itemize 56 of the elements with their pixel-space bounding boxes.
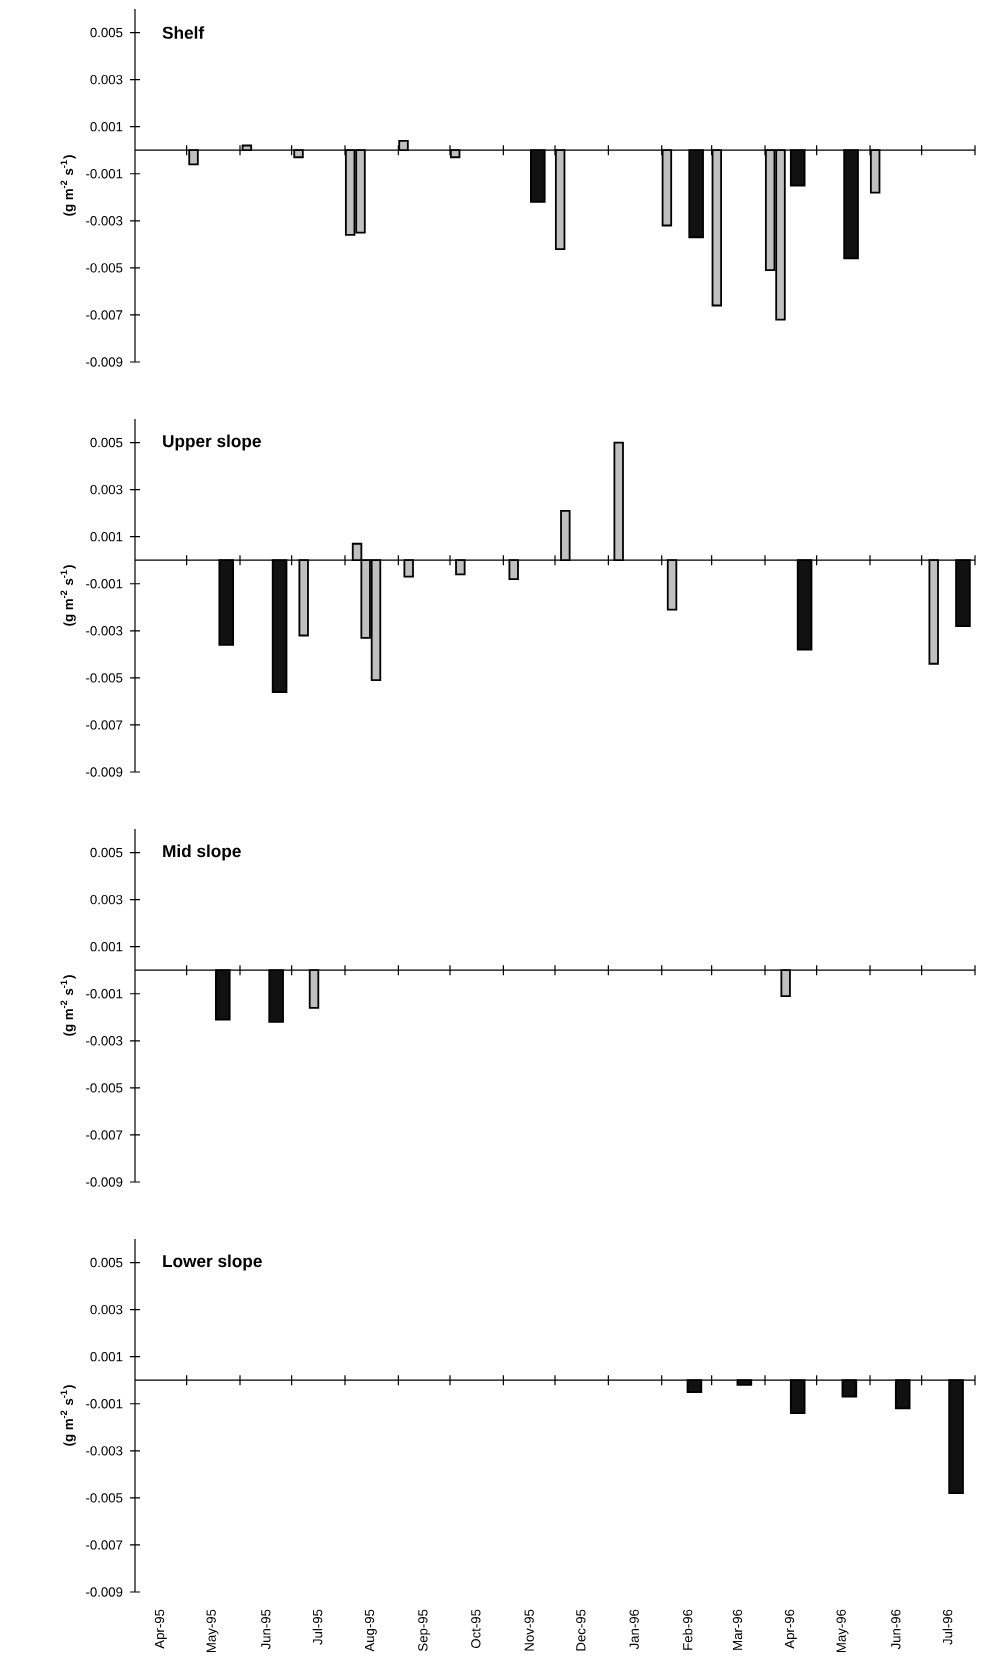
y-tick-label: 0.001 [90,531,123,542]
x-tick-label: Nov-95 [524,1609,534,1651]
x-tick-label: Apr-95 [154,1609,167,1649]
text: Mid slope [163,844,241,861]
y-tick-label: -0.003 [86,1446,123,1456]
x-tick-label: Oct-95 [471,1609,481,1649]
y-tick-label: -0.001 [86,989,123,999]
y-tick-label: -0.003 [86,1036,123,1046]
y-axis-title: (g m$^{-2}$ s$^{-1}$) [60,1385,76,1446]
y-tick-label: -0.005 [86,673,123,683]
x-tick-label: May-96 [836,1609,849,1652]
x-tick-label: Jul-95 [312,1609,323,1645]
x-tick-label: Feb-96 [682,1609,693,1650]
y-tick-label: 0.003 [90,484,123,495]
x-tick-label: Dec-95 [576,1609,586,1651]
y-tick-label: -0.001 [86,579,123,589]
x-tick-label: Apr-96 [784,1609,797,1649]
y-tick-label: -0.007 [86,310,123,320]
y-axis-title: (g m$^{-2}$ s$^{-1}$) [60,565,76,626]
x-tick-label: Sep-95 [418,1609,431,1652]
y-tick-label: -0.009 [86,767,123,777]
y-tick-label: -0.003 [86,216,123,226]
x-tick-label: Mar-96 [732,1609,743,1650]
y-tick-label: 0.001 [90,121,123,132]
y-tick-label: 0.001 [90,941,123,952]
x-tick-label: Jun-95 [261,1609,271,1650]
x-tick-label: Jul-96 [942,1609,953,1645]
y-tick-label: -0.003 [86,626,123,636]
y-axis-title: (g m$^{-2}$ s$^{-1}$) [60,975,76,1036]
y-tick-label: -0.009 [86,357,123,367]
y-tick-label: -0.005 [86,1083,123,1093]
x-tick-label: Jan-96 [629,1609,639,1650]
y-tick-label: -0.001 [86,169,123,179]
y-tick-label: 0.005 [90,27,123,38]
y-tick-label: 0.005 [90,1257,123,1268]
y-tick-label: 0.005 [90,847,123,858]
y-tick-label: -0.001 [86,1399,123,1409]
text: Shelf [162,26,205,39]
y-tick-label: -0.007 [86,1540,123,1550]
y-tick-label: 0.003 [90,1304,123,1315]
y-tick-label: 0.003 [90,74,123,85]
y-tick-label: 0.003 [90,894,123,905]
x-tick-label: Aug-95 [364,1609,377,1652]
text: Lower slope [163,1254,262,1271]
y-tick-label: -0.009 [86,1177,123,1187]
x-tick-label: May-95 [206,1609,219,1652]
y-tick-label: 0.005 [90,437,123,448]
y-tick-label: 0.001 [90,1352,123,1362]
y-tick-label: -0.005 [86,263,123,273]
y-tick-label: -0.007 [86,1130,123,1140]
text: Upper slope [163,434,261,451]
x-tick-label: Jun-96 [891,1609,901,1650]
y-tick-label: -0.005 [86,1493,123,1503]
y-axis-title: (g m$^{-2}$ s$^{-1}$) [60,155,76,216]
y-tick-label: -0.009 [86,1587,123,1597]
y-tick-label: -0.007 [86,720,123,730]
